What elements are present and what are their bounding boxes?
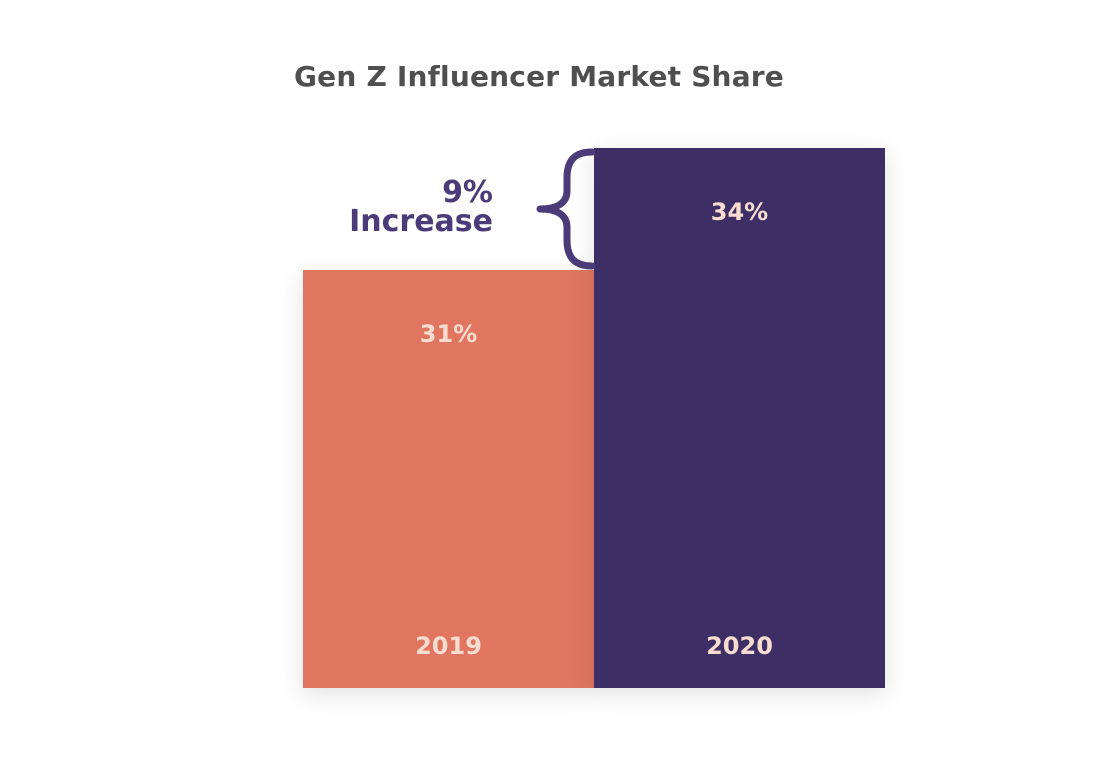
value-label-2020: 34% (711, 198, 768, 226)
increase-brace (536, 148, 596, 270)
category-label-2019: 2019 (415, 632, 482, 660)
bar-2020 (594, 148, 885, 688)
chart-title: Gen Z Influencer Market Share (294, 60, 784, 93)
bars-layer (303, 148, 885, 688)
bar-2019 (303, 270, 594, 688)
labels-layer: 31% 2019 34% 2020 (415, 198, 773, 660)
increase-value: 9% (442, 175, 493, 210)
value-label-2019: 31% (420, 320, 477, 348)
increase-label: Increase (349, 204, 493, 239)
category-label-2020: 2020 (706, 632, 773, 660)
